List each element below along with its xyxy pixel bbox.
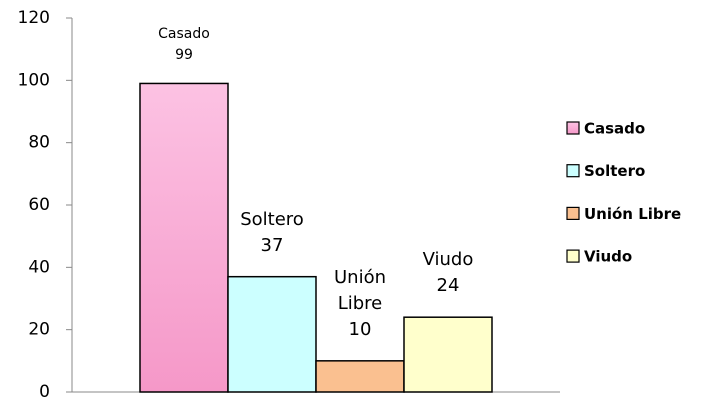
legend-label: Unión Libre	[584, 205, 681, 223]
bar	[315, 360, 405, 393]
data-label-name: Viudo	[422, 249, 474, 271]
y-tick-label: 20	[28, 320, 50, 340]
y-tick-label: 100	[18, 70, 50, 90]
data-label-name: Soltero	[240, 208, 304, 230]
data-label: Viudo 24	[408, 247, 488, 299]
bar	[227, 275, 317, 393]
legend-swatch	[566, 121, 580, 135]
y-tick-label: 120	[18, 8, 50, 28]
legend-label: Viudo	[584, 248, 632, 266]
data-label: Casado 99	[144, 24, 224, 65]
bar	[403, 316, 493, 393]
y-tick-label: 0	[39, 382, 50, 400]
data-label: Unión Libre 10	[320, 265, 400, 343]
data-label-name: Casado	[158, 26, 210, 43]
legend-swatch	[566, 164, 580, 178]
y-tick-label: 40	[28, 257, 50, 277]
data-label-value: 37	[260, 234, 284, 256]
data-label-value: 99	[175, 46, 193, 63]
data-label-name: Unión Libre	[333, 266, 386, 314]
y-tick-label: 80	[28, 133, 50, 153]
legend-swatch	[566, 206, 580, 220]
legend-label: Soltero	[584, 162, 645, 180]
data-label-value: 24	[436, 275, 460, 297]
data-label: Soltero 37	[232, 207, 312, 259]
bar	[139, 82, 229, 393]
y-tick-label: 60	[28, 195, 50, 215]
legend-label: Casado	[584, 120, 645, 138]
data-label-value: 10	[348, 319, 372, 341]
legend-swatch	[566, 249, 580, 263]
